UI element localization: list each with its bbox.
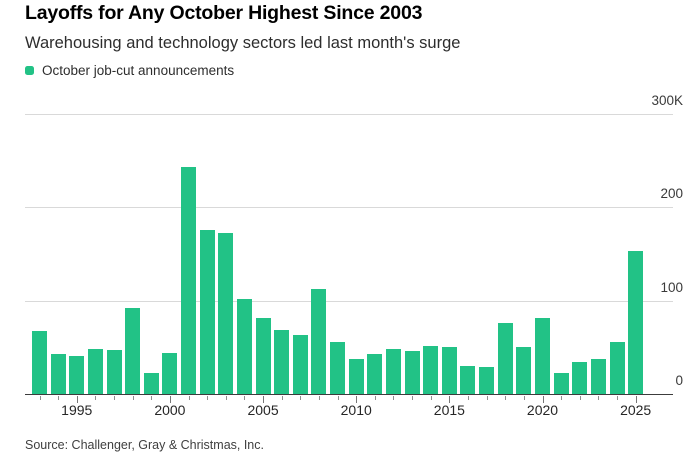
bar-2002 (199, 229, 215, 394)
bar-1997 (106, 350, 122, 394)
x-tick-2019 (523, 395, 525, 400)
bar-2015 (441, 347, 457, 394)
x-axis-label-2020: 2020 (526, 401, 559, 418)
bar-2003 (218, 233, 234, 394)
bar-2021 (553, 373, 569, 394)
legend-label: October job-cut announcements (42, 63, 235, 78)
y-axis-label-300: 300K (651, 93, 683, 108)
bar-2008 (311, 288, 327, 394)
bar-2018 (497, 323, 513, 394)
x-axis-label-2005: 2005 (247, 401, 279, 418)
x-tick-2020 (542, 395, 544, 403)
x-tick-2013 (412, 395, 414, 400)
x-tick-2002 (207, 395, 209, 400)
gridline-300 (25, 114, 673, 115)
y-axis-label-100: 100 (660, 279, 683, 295)
x-tick-1998 (132, 395, 134, 400)
x-tick-1995 (76, 395, 78, 403)
bar-2017 (479, 366, 495, 394)
x-axis-label-2010: 2010 (340, 401, 372, 418)
x-tick-1993 (39, 395, 41, 400)
bar-1998 (125, 308, 141, 394)
bar-2004 (236, 298, 252, 394)
bar-2011 (367, 353, 383, 394)
x-tick-2014 (430, 395, 432, 400)
x-tick-1999 (151, 395, 153, 400)
x-axis: 1995 2000 2005 2010 2015 2020 2025 (25, 395, 673, 426)
x-tick-2016 (467, 395, 469, 400)
bar-2013 (404, 351, 420, 394)
x-tick-2017 (486, 395, 488, 400)
bar-2000 (162, 352, 178, 394)
x-tick-2025 (635, 395, 637, 403)
bar-2024 (609, 341, 625, 394)
x-tick-1994 (58, 395, 60, 400)
x-tick-2000 (169, 395, 171, 403)
source-note: Source: Challenger, Gray & Christmas, In… (25, 438, 264, 452)
bar-chart-plot-area (25, 114, 673, 395)
x-tick-2004 (244, 395, 246, 400)
x-tick-2023 (598, 395, 600, 400)
x-tick-2021 (561, 395, 563, 400)
chart-subtitle: Warehousing and technology sectors led l… (25, 34, 461, 52)
bar-2019 (516, 347, 532, 394)
bar-2022 (572, 362, 588, 394)
x-tick-2008 (318, 395, 320, 400)
bar-2007 (292, 335, 308, 394)
x-axis-label-2025: 2025 (620, 401, 652, 418)
legend: October job-cut announcements (25, 63, 234, 78)
x-tick-2009 (337, 395, 339, 400)
x-axis-label-1995: 1995 (61, 401, 93, 418)
bar-2010 (348, 358, 364, 394)
bar-2020 (535, 318, 550, 394)
bar-2014 (423, 346, 439, 394)
x-tick-1996 (95, 395, 97, 400)
gridline-200 (25, 207, 673, 209)
x-tick-2015 (449, 395, 451, 403)
bar-2005 (255, 318, 271, 394)
x-tick-2010 (356, 395, 358, 403)
x-tick-1997 (114, 395, 116, 400)
bar-2025 (628, 251, 644, 394)
bar-1994 (50, 353, 66, 394)
x-tick-2005 (263, 395, 265, 403)
bar-1995 (69, 355, 85, 394)
x-axis-label-2015: 2015 (433, 401, 465, 418)
x-axis-label-2000: 2000 (154, 401, 186, 418)
x-tick-2007 (300, 395, 302, 400)
x-tick-2018 (505, 395, 507, 400)
x-tick-2011 (374, 395, 376, 400)
x-tick-2022 (579, 395, 581, 400)
bar-2012 (385, 349, 401, 394)
y-axis-label-0: 0 (675, 373, 683, 388)
chart-title: Layoffs for Any October Highest Since 20… (25, 2, 423, 24)
bar-2023 (590, 359, 606, 394)
bar-2016 (460, 366, 476, 394)
x-tick-2001 (188, 395, 190, 400)
bar-1999 (143, 373, 159, 394)
bar-2006 (274, 329, 290, 394)
bar-2009 (330, 341, 346, 394)
gridline-100 (25, 300, 673, 302)
y-axis-label-200: 200 (660, 186, 683, 202)
x-tick-2003 (225, 395, 227, 400)
x-tick-2006 (281, 395, 283, 400)
bar-1993 (32, 331, 47, 394)
bar-1996 (87, 349, 103, 394)
x-tick-2024 (617, 395, 619, 400)
x-tick-2012 (393, 395, 395, 400)
legend-swatch-icon (25, 66, 34, 75)
bar-2001 (181, 167, 197, 394)
